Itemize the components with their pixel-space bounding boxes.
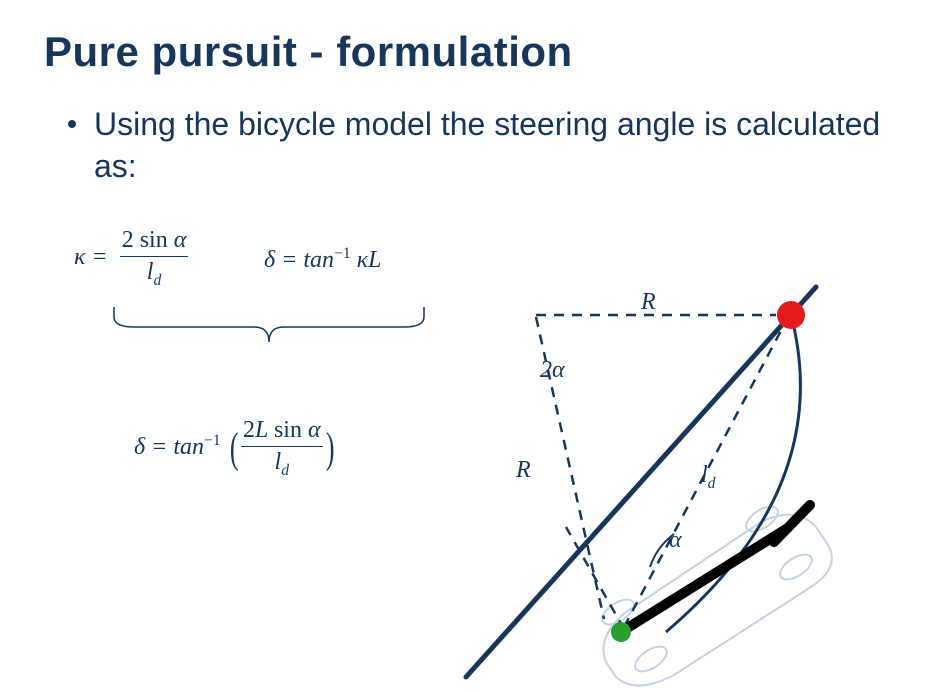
kappa-den-sub: d — [153, 272, 161, 289]
bullet-row: Using the bicycle model the steering ang… — [68, 104, 896, 187]
vehicle-body — [621, 529, 786, 632]
label-two-alpha: 2α — [540, 357, 565, 384]
wheel-rl — [631, 642, 671, 677]
delta1-lhs: δ = tan — [264, 247, 334, 273]
label-ld-sub: d — [708, 475, 716, 492]
label-R-top: R — [641, 289, 656, 316]
label-alpha: α — [669, 527, 682, 554]
dash-vehicle-axis — [566, 527, 624, 629]
combining-brace — [104, 302, 434, 352]
label-R-left: R — [516, 457, 531, 484]
delta2-lhs: δ = tan — [134, 434, 204, 460]
pure-pursuit-diagram: R 2α R ld α — [456, 267, 886, 687]
vehicle-front-wheel — [774, 505, 810, 542]
kappa-lhs: κ = — [74, 244, 108, 270]
delta2-den-sub: d — [281, 462, 289, 479]
equation-kappa: κ = 2 sin α ld — [74, 227, 188, 290]
delta1-rhs: κL — [351, 247, 382, 273]
delta2-sup: −1 — [204, 432, 221, 449]
target-point — [777, 301, 805, 329]
bullet-text: Using the bicycle model the steering ang… — [94, 104, 896, 187]
label-ld: ld — [701, 462, 715, 493]
equation-delta-1: δ = tan−1 κL — [264, 245, 382, 274]
equation-delta-2: δ = tan−1 ( 2L sin α ld ) — [134, 417, 337, 480]
wheel-fl — [776, 550, 816, 585]
circular-arc — [666, 315, 800, 632]
rear-axle-point — [611, 622, 631, 642]
label-ld-l: l — [701, 462, 708, 488]
slide-title: Pure pursuit - formulation — [44, 28, 896, 76]
delta1-sup: −1 — [334, 245, 351, 262]
bullet-dot — [68, 120, 76, 128]
